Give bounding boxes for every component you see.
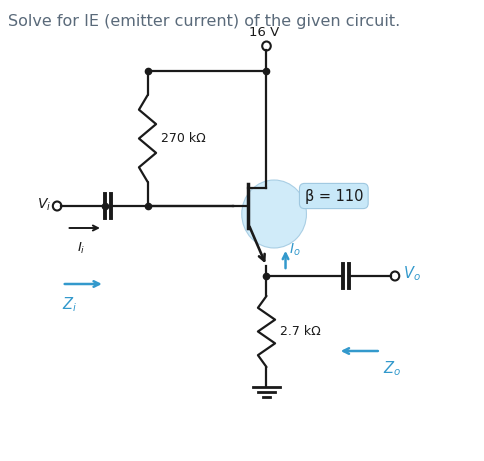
Text: 16 V: 16 V	[248, 26, 279, 39]
Text: Solve for IE (emitter current) of the given circuit.: Solve for IE (emitter current) of the gi…	[8, 14, 400, 29]
Circle shape	[242, 180, 306, 248]
Text: β = 110: β = 110	[304, 189, 363, 203]
Text: $V_o$: $V_o$	[403, 265, 421, 284]
Text: $Z_i$: $Z_i$	[62, 295, 77, 313]
Text: $I_o$: $I_o$	[289, 242, 301, 258]
Text: 270 kΩ: 270 kΩ	[161, 132, 206, 145]
Text: $I_i$: $I_i$	[76, 241, 85, 256]
Text: 2.7 kΩ: 2.7 kΩ	[280, 325, 320, 338]
Text: $V_i$: $V_i$	[37, 197, 51, 213]
Text: $Z_o$: $Z_o$	[383, 359, 401, 378]
